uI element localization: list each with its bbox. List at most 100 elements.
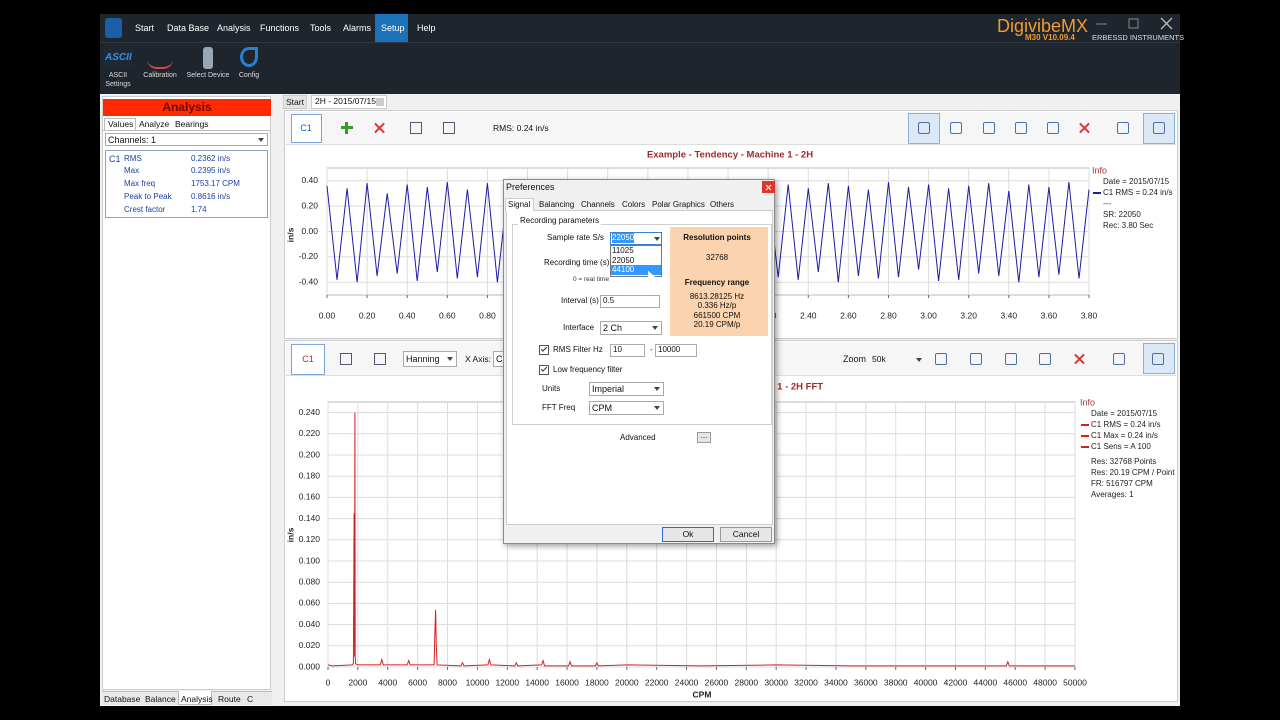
bottom-tab[interactable]: Database (104, 694, 141, 704)
checkbox-label: RMS Filter Hz (553, 345, 603, 354)
dialog-tab[interactable]: Polar Graphics (652, 200, 705, 209)
dialog-tab[interactable]: Balancing (539, 200, 575, 209)
ribbon-button[interactable]: ASCII Settings (105, 72, 131, 88)
config-icon (240, 47, 258, 67)
window-combo-text: Hanning (406, 354, 440, 364)
values-box (105, 150, 268, 218)
field-label: Recording time (s) (544, 258, 610, 267)
bottom-tab[interactable]: C (247, 694, 254, 704)
menu-item[interactable]: Setup (381, 23, 405, 33)
button-text[interactable]: ... (700, 431, 708, 440)
spin-field[interactable] (610, 344, 645, 357)
interface-combo[interactable] (600, 321, 662, 335)
tool-icon[interactable] (950, 122, 962, 134)
dropdown-arrow (654, 237, 660, 241)
tool-icon[interactable] (970, 353, 982, 365)
separator: - (650, 345, 653, 354)
tool-button-active[interactable] (1143, 113, 1175, 144)
menu-item[interactable]: Start (135, 23, 155, 33)
ribbon-button[interactable]: Config (238, 72, 260, 79)
tool-button-active[interactable] (908, 113, 940, 144)
dialog-tab[interactable]: Colors (622, 200, 646, 209)
dropdown-arrow (654, 406, 660, 410)
value-number: 1753.17 CPM (191, 179, 240, 188)
tool-icon[interactable] (1113, 353, 1125, 365)
menu-item[interactable]: Analysis (217, 23, 251, 33)
tool-icon (340, 353, 352, 365)
menu-item[interactable]: Data Base (167, 23, 210, 33)
left-panel-title: Analysis (162, 100, 212, 114)
checkbox[interactable] (539, 365, 549, 375)
ribbon-button[interactable]: Calibration (143, 72, 177, 79)
info-value: 661500 CPM (693, 311, 741, 320)
channel-button-text[interactable]: C1 (300, 123, 312, 133)
info-heading: Resolution points (683, 233, 751, 242)
brand-company: ERBESSD INSTRUMENTS (1092, 33, 1185, 42)
spin-field[interactable] (600, 295, 660, 308)
panel-tab[interactable]: Values (108, 119, 134, 129)
menu-item[interactable]: Help (417, 23, 436, 33)
checkbox[interactable] (539, 345, 549, 355)
channel-button-text[interactable]: C1 (302, 354, 314, 364)
tab-strip-line (103, 130, 270, 131)
tool-icon (410, 122, 422, 134)
checkbox-label: Low frequency filter (553, 365, 623, 374)
value-name: RMS (124, 154, 142, 163)
ok-button-text[interactable]: Ok (682, 529, 694, 539)
panel-tab[interactable]: Bearings (175, 119, 209, 129)
tool-icon[interactable] (1117, 122, 1129, 134)
tool-icon[interactable] (918, 122, 930, 134)
brand-version: M30 V10.09.4 (1025, 33, 1075, 42)
info-value: 0.336 Hz/p (697, 301, 737, 310)
dropdown-arrow (258, 137, 264, 142)
tool-icon[interactable] (935, 353, 947, 365)
units-combo-text: Imperial (592, 384, 625, 394)
doc-tab-label[interactable]: 2H - 2015/07/15 (315, 96, 376, 106)
channels-combo[interactable] (105, 133, 268, 146)
tool-button-active[interactable] (1143, 343, 1175, 374)
device-icon (203, 47, 213, 69)
add-icon (345, 122, 348, 134)
x-axis-combo-text: C (496, 354, 503, 364)
dropdown-arrow (654, 387, 660, 391)
tool-icon[interactable] (1039, 353, 1051, 365)
bottom-tab[interactable]: Balance (145, 694, 176, 704)
units-combo[interactable] (589, 382, 664, 396)
dialog-tab[interactable]: Channels (581, 200, 615, 209)
tool-icon[interactable] (1152, 353, 1164, 365)
window-combo[interactable] (403, 351, 457, 367)
zoom-value[interactable]: 50k (872, 354, 886, 364)
ascii-icon-box (104, 49, 132, 67)
menu-item[interactable]: Tools (310, 23, 332, 33)
ribbon-button[interactable]: Select Device (186, 72, 230, 79)
value-number: 0.2362 in/s (191, 154, 231, 163)
tool-icon[interactable] (1153, 122, 1165, 134)
bottom-tab[interactable]: Route (218, 694, 241, 704)
info-heading: Frequency range (684, 278, 750, 287)
menu-item[interactable]: Functions (260, 23, 300, 33)
menu-item[interactable]: Alarms (343, 23, 372, 33)
panel-tab[interactable]: Analyze (139, 119, 170, 129)
tool-icon[interactable] (1047, 122, 1059, 134)
dropdown-option[interactable]: 44100 (612, 265, 635, 274)
info-value: 20.19 CPM/p (693, 320, 741, 329)
dropdown-arrow (652, 326, 658, 330)
left-panel (102, 96, 271, 690)
tool-icon[interactable] (983, 122, 995, 134)
channel-button[interactable] (291, 114, 322, 143)
dialog-tab[interactable]: Others (710, 200, 735, 209)
app-logo (105, 18, 122, 38)
tool-icon[interactable] (1015, 122, 1027, 134)
dialog-tab[interactable]: Signal (508, 200, 531, 209)
value-name: Max (124, 166, 140, 175)
field-label: Units (542, 384, 561, 393)
spin-field[interactable] (655, 344, 697, 357)
channel-button[interactable] (291, 344, 325, 375)
bottom-tab[interactable]: Analysis (181, 694, 213, 704)
tab-close (376, 98, 384, 106)
doc-tab-label[interactable]: Start (286, 97, 304, 107)
tool-icon[interactable] (1005, 353, 1017, 365)
ribbon (100, 42, 1180, 94)
cancel-button-text[interactable]: Cancel (732, 529, 760, 539)
